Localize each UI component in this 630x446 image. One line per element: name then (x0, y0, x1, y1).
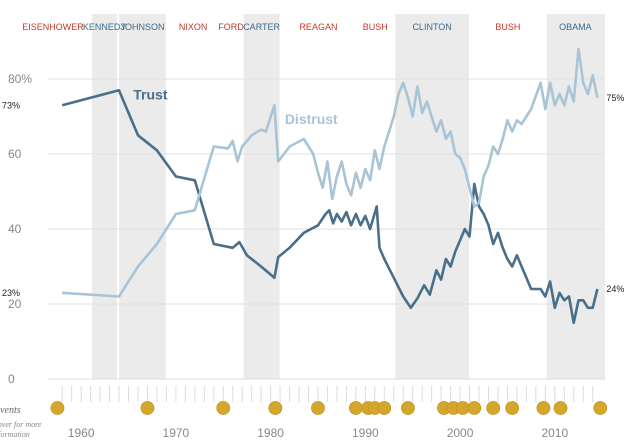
y-tick-label: 20 (8, 297, 22, 311)
president-label: KENNEDY (83, 22, 127, 32)
series-name-label: Trust (133, 87, 168, 103)
event-marker[interactable] (348, 401, 363, 415)
event-marker[interactable] (505, 401, 520, 415)
event-marker[interactable] (268, 401, 283, 415)
presidency-band (242, 14, 281, 379)
event-marker[interactable] (401, 401, 415, 415)
x-axis: 1960 1970 1980 1990 2000 2010 (68, 426, 569, 440)
y-tick-label: 0 (8, 372, 15, 386)
event-marker[interactable] (467, 401, 482, 415)
event-marker[interactable] (216, 401, 231, 415)
series-start-label: 23% (2, 288, 20, 298)
series-distrust-line (62, 47, 599, 298)
president-label: EISENHOWER (22, 22, 84, 32)
x-tick-label: 2000 (447, 426, 474, 440)
series-lines (61, 47, 599, 325)
y-tick-label: 80% (8, 72, 32, 86)
president-label: NIXON (179, 22, 208, 32)
series-trust-line (61, 89, 599, 325)
presidency-band (91, 14, 119, 379)
event-marker[interactable] (377, 401, 392, 415)
series-name-label: Distrust (285, 111, 338, 127)
president-label: BUSH (363, 22, 388, 32)
event-marker[interactable] (536, 401, 551, 415)
president-label: REAGAN (299, 22, 337, 32)
x-tick-label: 1990 (352, 426, 379, 440)
president-label: CLINTON (412, 22, 451, 32)
series-labels: 73% 24% Trust 23% 75% Distrust (2, 87, 624, 298)
x-tick-label: 2010 (541, 426, 568, 440)
president-label: FORD (218, 22, 244, 32)
y-tick-label: 40 (8, 222, 22, 236)
event-marker[interactable] (486, 401, 501, 415)
x-tick-label: 1960 (68, 426, 95, 440)
y-tick-label: 60 (8, 147, 22, 161)
events-hint-text: Hover for more (0, 420, 42, 429)
y-axis: 0 20 40 60 80% (8, 72, 605, 386)
presidency-band (394, 14, 471, 379)
event-marker[interactable] (553, 401, 568, 415)
presidency-band (118, 14, 167, 379)
x-tick-label: 1980 (257, 426, 284, 440)
series-end-label: 24% (606, 284, 624, 294)
event-marker[interactable] (311, 401, 325, 415)
presidency-bands (91, 14, 605, 379)
event-marker[interactable] (50, 401, 65, 415)
president-label: CARTER (243, 22, 280, 32)
events-hint-text: information (0, 430, 30, 439)
events-track: Events Hover for moreinformation (0, 386, 608, 439)
event-marker[interactable] (593, 401, 608, 415)
series-end-label: 75% (606, 93, 624, 103)
president-label: OBAMA (559, 22, 592, 32)
x-tick-label: 1970 (163, 426, 190, 440)
president-label: BUSH (495, 22, 520, 32)
series-start-label: 73% (2, 100, 20, 110)
term-boundaries (90, 14, 547, 379)
event-marker[interactable] (140, 401, 155, 415)
events-label: Events (0, 405, 21, 416)
president-label: JOHNSON (120, 22, 164, 32)
